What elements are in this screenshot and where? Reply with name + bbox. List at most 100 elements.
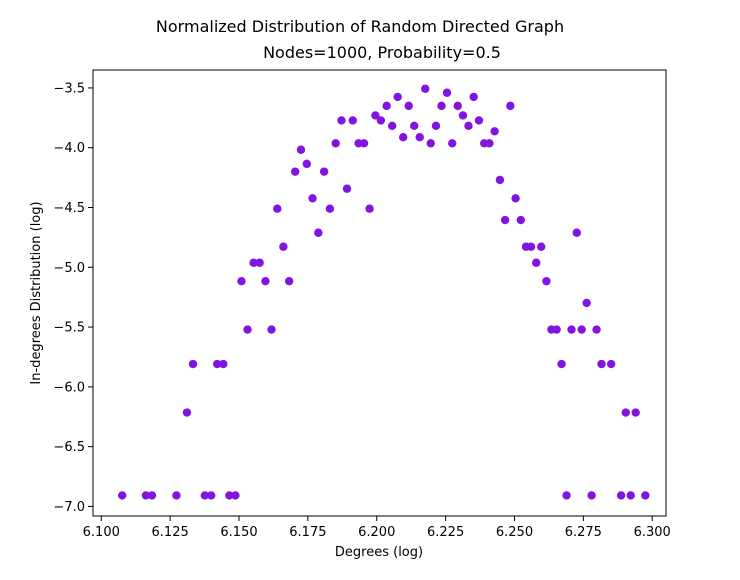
data-point bbox=[572, 228, 581, 237]
data-point bbox=[213, 359, 222, 369]
data-point bbox=[552, 325, 561, 334]
data-point bbox=[255, 258, 264, 267]
chart-suptitle: Normalized Distribution of Random Direct… bbox=[156, 17, 564, 36]
y-tick-label: −4.0 bbox=[53, 141, 85, 156]
data-point bbox=[118, 491, 127, 500]
y-axis-label: In-degrees Distribution (log) bbox=[29, 201, 44, 384]
data-point bbox=[225, 491, 234, 500]
data-point bbox=[511, 194, 520, 203]
data-point bbox=[243, 325, 252, 334]
data-point bbox=[442, 88, 452, 97]
y-tick-label: −5.5 bbox=[53, 321, 85, 336]
data-point bbox=[631, 408, 640, 417]
data-point bbox=[273, 204, 282, 213]
data-point bbox=[415, 133, 424, 142]
data-point bbox=[382, 101, 391, 111]
data-point bbox=[359, 139, 369, 148]
y-tick-label: −6.0 bbox=[53, 380, 85, 395]
data-point bbox=[597, 359, 606, 369]
data-point bbox=[284, 276, 294, 286]
data-point bbox=[621, 408, 630, 417]
data-point bbox=[387, 121, 397, 131]
data-point bbox=[587, 491, 596, 500]
data-point bbox=[404, 101, 413, 111]
data-point bbox=[616, 491, 626, 500]
data-point bbox=[231, 491, 240, 500]
data-point bbox=[371, 111, 380, 120]
x-tick-label: 6.250 bbox=[496, 525, 533, 540]
data-point bbox=[426, 139, 435, 148]
x-tick-label: 6.175 bbox=[289, 525, 326, 540]
y-tick-label: −6.5 bbox=[53, 440, 85, 455]
data-point bbox=[532, 258, 541, 267]
x-tick-label: 6.100 bbox=[83, 525, 120, 540]
data-point bbox=[453, 101, 462, 111]
data-point bbox=[500, 215, 510, 225]
data-point bbox=[279, 242, 288, 251]
data-point bbox=[319, 167, 329, 176]
data-point bbox=[182, 408, 192, 417]
data-point bbox=[237, 276, 246, 286]
data-point bbox=[141, 491, 151, 500]
data-point bbox=[200, 491, 210, 500]
data-point bbox=[398, 133, 408, 142]
data-point bbox=[495, 175, 505, 185]
data-point bbox=[506, 101, 515, 111]
x-tick-label: 6.200 bbox=[358, 525, 395, 540]
data-point bbox=[448, 139, 457, 148]
y-tick-label: −5.0 bbox=[53, 261, 85, 276]
data-point bbox=[577, 325, 586, 334]
y-axis: −3.5 −4.0 −4.5 −5.0 −5.5 −6.0 −6.5 −7.0 bbox=[53, 81, 93, 515]
plot-frame bbox=[92, 69, 667, 517]
data-point bbox=[308, 194, 317, 203]
data-point bbox=[537, 242, 546, 251]
data-point bbox=[147, 491, 157, 500]
data-point bbox=[249, 258, 258, 267]
data-point bbox=[458, 111, 468, 120]
data-point bbox=[562, 491, 571, 500]
x-axis-label: Degrees (log) bbox=[335, 545, 423, 560]
x-tick-label: 6.300 bbox=[634, 525, 671, 540]
data-point bbox=[437, 101, 446, 111]
data-point bbox=[337, 116, 346, 125]
plot-area bbox=[118, 84, 650, 500]
data-point bbox=[606, 359, 616, 369]
data-point bbox=[314, 228, 323, 237]
data-point bbox=[302, 159, 311, 169]
data-point bbox=[393, 92, 402, 102]
data-point bbox=[490, 127, 499, 136]
x-tick-label: 6.125 bbox=[152, 525, 189, 540]
data-point bbox=[485, 139, 494, 148]
y-tick-label: −3.5 bbox=[53, 81, 85, 96]
x-tick-label: 6.275 bbox=[565, 525, 602, 540]
data-point bbox=[342, 184, 352, 193]
data-point bbox=[261, 276, 270, 286]
data-point bbox=[267, 325, 276, 334]
data-point bbox=[331, 139, 340, 148]
data-point bbox=[188, 359, 198, 369]
data-point bbox=[325, 204, 335, 213]
chart-title: Nodes=1000, Probability=0.5 bbox=[263, 43, 501, 62]
data-point bbox=[469, 92, 478, 102]
data-point bbox=[464, 121, 473, 131]
data-point bbox=[172, 491, 181, 500]
y-tick-label: −7.0 bbox=[53, 500, 85, 515]
x-axis: 6.100 6.125 6.150 6.175 6.200 6.225 6.250 6.275… bbox=[83, 516, 671, 540]
data-point bbox=[410, 121, 419, 131]
y-tick-label: −4.5 bbox=[53, 201, 85, 216]
data-point bbox=[474, 116, 484, 125]
x-tick-label: 6.225 bbox=[427, 525, 464, 540]
data-point bbox=[516, 215, 526, 225]
data-point bbox=[582, 298, 591, 308]
data-point bbox=[641, 491, 650, 500]
data-point bbox=[626, 491, 635, 500]
data-point bbox=[542, 276, 551, 286]
data-point bbox=[206, 491, 216, 500]
data-point bbox=[592, 325, 601, 334]
data-point bbox=[291, 167, 300, 176]
data-point bbox=[376, 116, 386, 125]
data-point bbox=[421, 84, 430, 93]
data-point bbox=[219, 359, 228, 369]
data-point bbox=[365, 204, 374, 213]
